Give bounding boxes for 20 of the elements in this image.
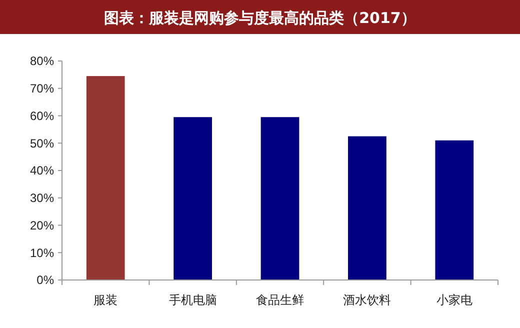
x-tick-label: 食品生鲜 bbox=[256, 293, 304, 307]
y-tick-label: 20% bbox=[30, 218, 54, 232]
bar bbox=[435, 140, 474, 280]
chart-title: 图表：服装是网购参与度最高的品类（2017） bbox=[104, 9, 416, 27]
x-tick-label: 酒水饮料 bbox=[343, 293, 392, 307]
bar bbox=[348, 136, 386, 280]
x-tick-label: 手机电脑 bbox=[168, 293, 217, 307]
y-tick-label: 70% bbox=[30, 82, 54, 96]
y-tick-label: 80% bbox=[30, 54, 54, 68]
y-tick-label: 10% bbox=[30, 246, 54, 260]
bar bbox=[86, 76, 125, 280]
y-tick-label: 50% bbox=[30, 136, 54, 150]
y-tick-label: 40% bbox=[30, 164, 54, 178]
bar bbox=[174, 117, 212, 280]
bar bbox=[260, 117, 300, 280]
y-tick-label: 60% bbox=[30, 108, 54, 123]
x-tick-label: 小家电 bbox=[436, 293, 472, 307]
y-tick-label: 0% bbox=[36, 273, 54, 288]
x-tick-label: 服装 bbox=[94, 293, 118, 307]
y-tick-label: 30% bbox=[30, 191, 54, 206]
